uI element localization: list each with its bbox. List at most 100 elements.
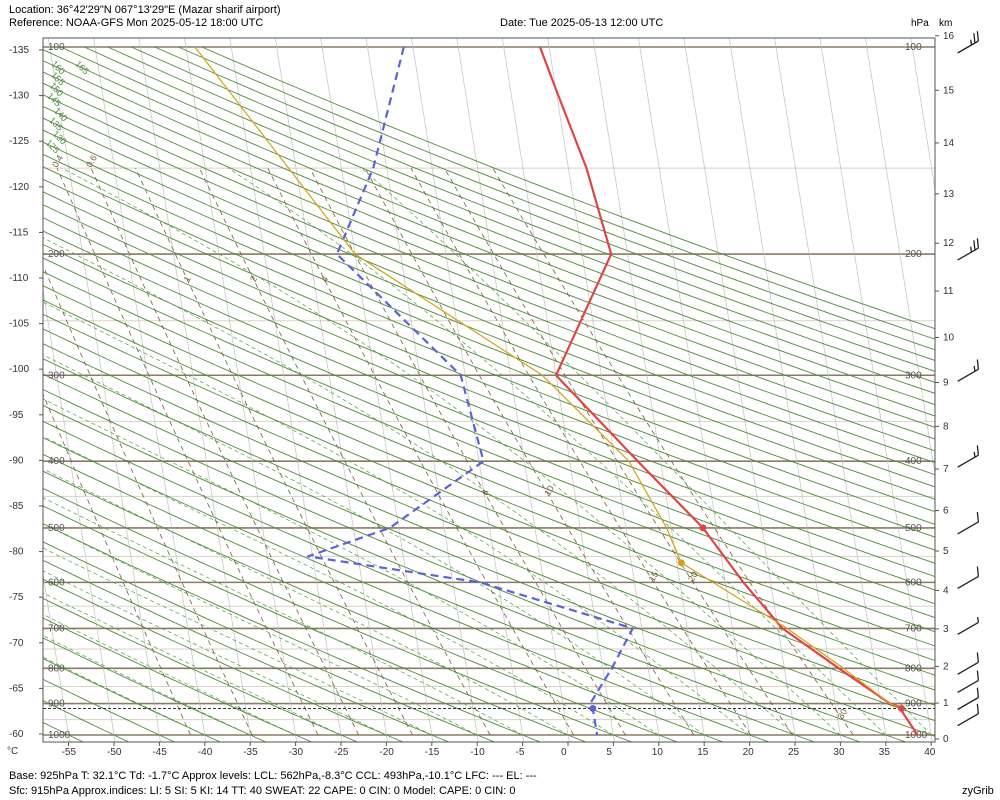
footer-base-line: Base: 925hPa T: 32.1°C Td: -1.7°C Approx… [9, 770, 537, 782]
km-tick-label: 16 [943, 31, 955, 42]
dry-adiabat-line [43, 559, 450, 742]
left-tick-label: -120 [9, 182, 29, 193]
pressure-label-left: 1000 [48, 730, 71, 741]
x-tick-label: 35 [879, 747, 891, 758]
x-tick-label: 40 [924, 747, 936, 758]
km-tick-label: 10 [943, 332, 955, 343]
mixing-ratio-line [43, 393, 191, 736]
dry-adiabat-line [178, 46, 935, 340]
pressure-label-right: 500 [905, 523, 922, 534]
x-tick-label: 30 [833, 747, 845, 758]
pressure-label-right: 600 [905, 577, 922, 588]
dry-adiabat-line [43, 153, 935, 513]
pressure-label-right: 400 [905, 456, 922, 467]
isotherm-line [456, 38, 570, 742]
dry-adiabat-line [43, 191, 935, 551]
x-tick-label: 0 [561, 747, 567, 758]
wind-barb [957, 238, 980, 261]
pressure-label-right: 700 [905, 623, 922, 634]
km-tick-label: 6 [943, 506, 949, 517]
dry-adiabat-line [43, 313, 935, 676]
wind-barb-flag [976, 512, 980, 522]
isotherm-line [320, 38, 434, 742]
isotherm-line [138, 38, 252, 742]
mixing-ratio-line [309, 168, 626, 736]
dry-adiabat-line [43, 243, 935, 605]
footer-sfc-line: Sfc: 915hPa Approx.indices: LI: 5 SI: 5 … [9, 785, 516, 797]
dry-adiabat-line [43, 94, 935, 452]
dry-adiabat-line [43, 578, 405, 742]
moist-adiabat-line [43, 614, 296, 736]
isotherm-line [638, 38, 752, 742]
dry-adiabat-line [84, 46, 935, 383]
wind-barb-staff [957, 521, 979, 535]
km-tick-label: 4 [943, 585, 949, 596]
left-tick-label: -90 [9, 455, 24, 466]
surface-dewpoint-marker [589, 704, 597, 712]
mixing-ratio-line [364, 168, 695, 736]
isotherm-line [93, 38, 207, 742]
moist-adiabat-line [43, 635, 251, 736]
dry-adiabat-line [43, 523, 542, 742]
wind-barb-flag [976, 670, 980, 681]
lcl-marker [677, 559, 685, 567]
dry-adiabat-line [43, 271, 935, 633]
location-text: Location: 36°42'29"N 067°13'29"E (Mazar … [9, 4, 281, 16]
x-tick-label: 20 [743, 747, 755, 758]
wind-barb-staff [957, 454, 979, 468]
left-tick-label: -115 [9, 227, 29, 238]
mixing-ratio-label: 15 [647, 570, 661, 584]
dry-adiabat-line [43, 657, 222, 742]
km-tick-label: 12 [943, 238, 955, 249]
left-tick-label: -135 [9, 45, 29, 56]
km-tick-label: 3 [943, 624, 949, 635]
isotherm-line [910, 38, 935, 193]
mixing-ratio-line [90, 168, 360, 736]
dry-adiabat-line [43, 420, 816, 742]
mixing-ratio-line [56, 168, 319, 736]
moist-adiabat-line [43, 354, 705, 736]
km-tick-label: 13 [943, 189, 955, 200]
x-unit-label: °C [7, 746, 18, 757]
dry-adiabat-line [43, 541, 496, 742]
km-unit-label: km [939, 18, 953, 29]
dry-adiabat-line [43, 343, 935, 706]
dry-adiabat-line [154, 46, 935, 351]
left-tick-label: -100 [9, 364, 29, 375]
brand-label: zyGrib [962, 785, 994, 797]
dry-adiabat-line [131, 46, 935, 361]
x-tick-label: -20 [379, 747, 394, 758]
dry-adiabat-line [43, 373, 935, 737]
dry-adiabat-line [43, 257, 935, 619]
moist-adiabat-line [43, 468, 569, 736]
x-tick-label: -45 [152, 747, 167, 758]
moist-adiabat-line [43, 656, 205, 736]
dry-adiabat-line [0, 47, 53, 750]
wind-barb-staff [957, 661, 979, 675]
pressure-label-left: 700 [48, 623, 65, 634]
wind-barb-half-flag [973, 365, 976, 372]
left-tick-label: -95 [9, 410, 24, 421]
wind-barb-staff [957, 40, 979, 54]
pressure-label-left: 800 [48, 663, 65, 674]
left-axis: -135 -130 -125 -120 -115 -110 -105 -100 -95 -90 -8… [9, 45, 43, 740]
km-tick-label: 5 [943, 546, 949, 557]
dry-adiabat-line [43, 299, 935, 662]
dry-adiabat-line [43, 617, 313, 742]
wind-barb-staff [957, 368, 979, 382]
dry-adiabat-line [201, 46, 935, 330]
dry-adiabat-line [43, 178, 935, 538]
isotherm-line [865, 38, 935, 477]
dry-adiabat-line [43, 204, 935, 564]
pressure-label-right: 900 [905, 699, 922, 710]
pressure-label-left: 100 [48, 42, 65, 53]
moist-adiabat-line [43, 570, 387, 736]
pressure-label-right: 200 [905, 249, 922, 260]
dry-adiabat-line [43, 60, 935, 417]
x-tick-label: -15 [425, 747, 440, 758]
x-tick-label: -5 [516, 747, 525, 758]
left-tick-label: -125 [9, 136, 29, 147]
dry-adiabat-line [43, 404, 862, 742]
wind-barb-flag [976, 687, 980, 698]
